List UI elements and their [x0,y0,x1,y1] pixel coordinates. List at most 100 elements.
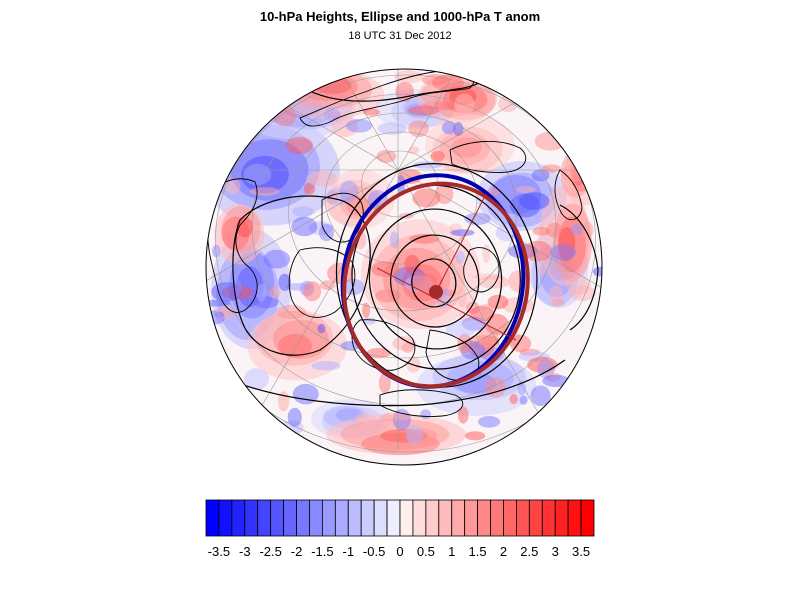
anomaly-speckle [546,222,563,238]
colorbar-tick-label: -3 [239,544,251,559]
colorbar-box [477,499,491,537]
meridian-line [257,169,399,413]
coastline [288,247,356,318]
anomaly-speckle [569,285,596,301]
anomaly-speckle [287,407,302,427]
anomaly-speckle [278,273,292,292]
colorbar-box [218,499,233,537]
height-contour [368,208,503,350]
colorbar-tick-label: 2.5 [520,544,538,559]
anomaly-speckle [409,233,440,244]
colorbar-box [321,499,336,537]
colorbar-tick-label: 3.5 [572,544,590,559]
colorbar-box [360,499,375,537]
anomaly-speckle [214,311,225,318]
colorbar-box [516,499,530,537]
anomaly-speckle [441,121,456,135]
anomaly-speckle [455,250,466,264]
anomaly-speckle [269,286,281,299]
anomaly-speckle [464,212,491,225]
anomaly-speckle [519,395,528,405]
anomaly-speckle [395,81,415,102]
colorbar-tick-label: -1.5 [311,544,333,559]
anomaly-speckle [306,92,333,100]
anomaly-speckle [389,231,399,248]
anomaly-speckle [355,412,376,424]
anomaly-speckle [570,224,584,235]
colorbar-tick-labels: -3.5 -3 -2.5 -2 -1.5 -1 -0.5 0 0.5 1 1.5 2 2.5 3 3.5 [208,544,590,559]
height-contour [232,195,371,356]
anomaly-speckle [542,374,570,387]
colorbar-box [490,499,504,537]
latitude-circle [288,112,517,312]
anomaly-speckle [484,377,506,398]
meridian-line [206,169,399,311]
figure-title: 10-hPa Heights, Ellipse and 1000-hPa T a… [259,9,541,24]
anomaly-speckle [244,368,270,390]
anomaly-patch [278,333,313,358]
colorbar-box [554,499,569,537]
colorbar-tick-label: -2 [291,544,303,559]
coastline [449,140,527,173]
anomaly-speckle [464,431,486,441]
colorbar-box [334,499,349,537]
anomaly-speckle [317,323,326,334]
anomaly-speckle [420,84,439,104]
anomaly-speckle [538,259,547,276]
colorbar-box [231,499,246,537]
colorbar-box [296,499,310,537]
anomaly-speckle [531,169,550,182]
coastline [207,178,258,313]
anomaly-speckle [225,178,241,195]
colorbar-box [244,499,259,537]
anomaly-speckle [410,273,437,292]
anomaly-speckle [430,150,445,162]
anomaly-speckle [581,221,594,239]
anomaly-speckle [412,188,441,208]
anomaly-speckle [405,425,424,445]
colorbar-box [205,499,220,537]
anomaly-speckle [263,249,291,269]
colorbar-box [309,499,323,537]
anomaly-speckle [509,394,518,405]
colorbar-box [567,499,582,537]
anomaly-speckle [394,70,423,84]
height-contour [390,234,480,328]
colorbar-box [464,499,479,537]
latitude-circle [251,93,557,359]
ellipse-major-axis [376,267,517,341]
height-contour [335,163,538,388]
colorbar-box [580,499,595,537]
colorbar-tick-label: 0.5 [417,544,435,559]
anomaly-speckle [454,93,475,116]
colorbar-tick-label: 1.5 [469,544,487,559]
anomaly-speckle [530,385,551,407]
height-contour [559,204,599,331]
colorbar-box [438,499,453,537]
ellipse-minor-axis [435,193,487,293]
coastline [554,169,583,221]
colorbar-box [373,499,388,537]
anomaly-speckle [256,284,267,302]
anomaly-speckle [376,149,397,163]
colorbar-box [528,499,543,537]
anomaly-speckle [320,280,336,291]
colorbar-box [283,499,297,537]
anomaly-speckle [212,244,221,258]
anomaly-speckle [339,180,359,202]
anomaly-speckle [380,412,411,422]
anomaly-speckle [378,372,391,394]
colorbar-box [451,499,466,537]
anomaly-speckle [303,281,322,302]
anomaly-speckle [541,164,562,173]
globe-outline [205,68,603,466]
colorbar-tick-label: -2.5 [259,544,281,559]
colorbar-tick-label: 2 [500,544,507,559]
anomaly-speckle [276,304,306,320]
colorbar-tick-label: 3 [552,544,559,559]
anomaly-speckle [532,226,551,236]
anomaly-speckle [371,261,399,277]
anomaly-speckle [408,146,420,155]
